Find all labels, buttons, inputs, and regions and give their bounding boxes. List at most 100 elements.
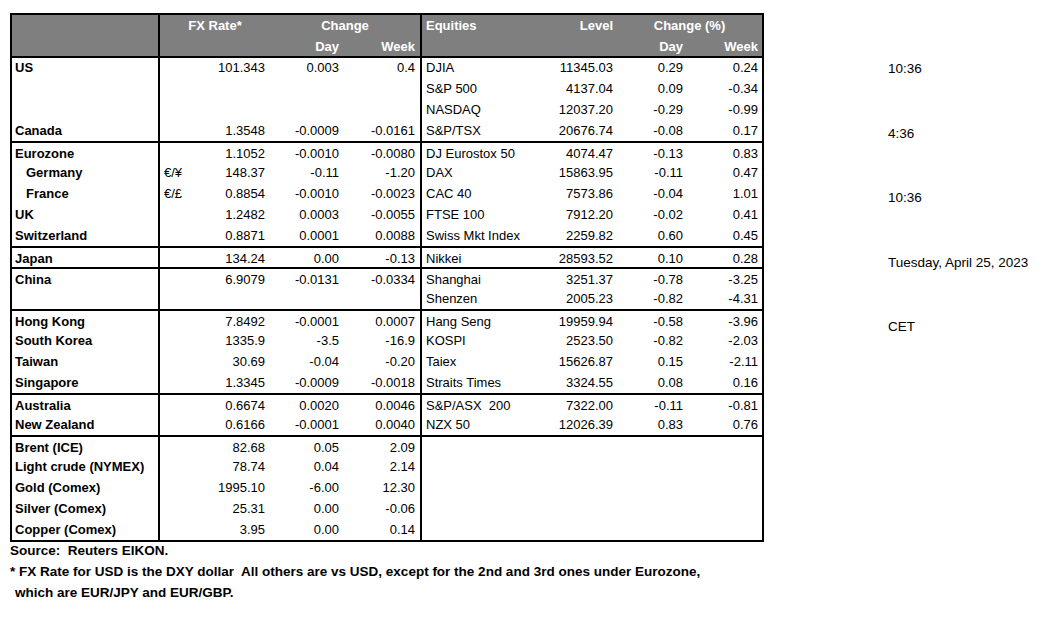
timestamp-block: 10:36 4:36 10:36 Tuesday, April 25, 2023…: [888, 15, 1028, 359]
equity-level-cell: 20676.74: [551, 120, 617, 141]
equities-header: Equities: [422, 15, 551, 37]
timezone-label: CET: [888, 316, 1028, 338]
fx-rate-cell: 0.8871: [192, 225, 270, 246]
fx-day-cell: 0.0003: [270, 204, 344, 225]
pair-cell: [160, 141, 192, 162]
header-corner-cell: [12, 15, 160, 37]
country-cell: Copper (Comex): [12, 519, 160, 540]
country-cell: China: [12, 267, 160, 288]
country-cell: Canada: [12, 120, 160, 141]
equity-name-cell: Shanghai: [422, 267, 551, 288]
equity-day-cell: -0.02: [617, 204, 687, 225]
pair-cell: [160, 330, 192, 351]
country-cell: Gold (Comex): [12, 477, 160, 498]
fx-rate-header: FX Rate*: [160, 15, 270, 37]
fx-day-header: Day: [270, 36, 344, 58]
fx-day-cell: [270, 288, 344, 309]
fx-day-cell: 0.00: [270, 498, 344, 519]
pair-cell: [160, 519, 192, 540]
equity-day-cell: -0.08: [617, 120, 687, 141]
pair-cell: [160, 456, 192, 477]
country-cell: Eurozone: [12, 141, 160, 162]
fx-day-cell: -0.0009: [270, 120, 344, 141]
header-empty-cell: [551, 36, 617, 58]
fx-rate-cell: 0.6166: [192, 414, 270, 435]
equity-week-cell: 0.28: [687, 246, 762, 267]
header-empty-cell: [12, 36, 160, 58]
fx-day-cell: -0.0001: [270, 414, 344, 435]
equity-name-cell: DJ Eurostox 50: [422, 141, 551, 162]
fx-week-cell: -0.0018: [344, 372, 422, 393]
equity-week-cell: 0.24: [687, 57, 762, 78]
pair-cell: [160, 393, 192, 414]
equity-day-cell: 0.83: [617, 414, 687, 435]
fx-day-cell: -0.0009: [270, 372, 344, 393]
equity-name-cell: Nikkei: [422, 246, 551, 267]
equity-day-cell: 0.08: [617, 372, 687, 393]
equity-name-cell: Swiss Mkt Index: [422, 225, 551, 246]
fx-week-cell: -0.13: [344, 246, 422, 267]
equity-week-cell: 0.47: [687, 162, 762, 183]
fx-rate-cell: 3.95: [192, 519, 270, 540]
equity-name-cell: S&P/TSX: [422, 120, 551, 141]
equity-day-cell: 0.15: [617, 351, 687, 372]
country-cell: Silver (Comex): [12, 498, 160, 519]
equity-change-pct-header: Change (%): [617, 15, 762, 37]
pair-cell: [160, 267, 192, 288]
fx-rate-cell: 7.8492: [192, 309, 270, 330]
equity-level-cell: 7912.20: [551, 204, 617, 225]
country-cell: Singapore: [12, 372, 160, 393]
pair-cell: [160, 414, 192, 435]
equity-level-cell: [551, 456, 617, 477]
country-cell: Japan: [12, 246, 160, 267]
equity-level-cell: 28593.52: [551, 246, 617, 267]
equity-day-cell: [617, 477, 687, 498]
date-label: Tuesday, April 25, 2023: [888, 252, 1028, 274]
fx-day-cell: -0.0010: [270, 141, 344, 162]
equity-week-cell: [687, 477, 762, 498]
equity-level-cell: 19959.94: [551, 309, 617, 330]
fx-week-cell: [344, 99, 422, 120]
fx-rate-cell: 1335.9: [192, 330, 270, 351]
equity-day-cell: -0.11: [617, 162, 687, 183]
fx-week-cell: -0.0334: [344, 267, 422, 288]
pair-cell: [160, 225, 192, 246]
source-note: Source: Reuters EIKON.: [10, 543, 168, 558]
equity-level-cell: 11345.03: [551, 57, 617, 78]
equity-day-cell: [617, 456, 687, 477]
equity-level-cell: 4074.47: [551, 141, 617, 162]
fx-day-cell: -6.00: [270, 477, 344, 498]
pair-cell: [160, 204, 192, 225]
fx-rate-cell: 134.24: [192, 246, 270, 267]
country-cell: US: [12, 57, 160, 78]
fx-week-cell: -1.20: [344, 162, 422, 183]
equity-level-cell: 7322.00: [551, 393, 617, 414]
equity-week-cell: -4.31: [687, 288, 762, 309]
equity-level-cell: 2259.82: [551, 225, 617, 246]
equity-name-cell: Hang Seng: [422, 309, 551, 330]
equity-name-cell: [422, 519, 551, 540]
equity-level-cell: [551, 435, 617, 456]
fx-week-cell: [344, 288, 422, 309]
equity-week-cell: 0.76: [687, 414, 762, 435]
pair-cell: [160, 78, 192, 99]
fx-week-cell: -0.0080: [344, 141, 422, 162]
equity-level-cell: 15626.87: [551, 351, 617, 372]
equity-day-cell: -0.11: [617, 393, 687, 414]
equity-name-cell: NZX 50: [422, 414, 551, 435]
pair-cell: [160, 351, 192, 372]
country-cell: UK: [12, 204, 160, 225]
fx-week-cell: 0.0088: [344, 225, 422, 246]
fx-day-cell: -0.11: [270, 162, 344, 183]
pair-cell: [160, 120, 192, 141]
equity-day-cell: -0.82: [617, 330, 687, 351]
fx-rate-cell: 78.74: [192, 456, 270, 477]
country-cell: Australia: [12, 393, 160, 414]
equity-day-cell: 0.60: [617, 225, 687, 246]
fx-week-cell: -0.06: [344, 498, 422, 519]
fx-day-cell: -0.04: [270, 351, 344, 372]
equity-week-cell: [687, 519, 762, 540]
equity-week-cell: -0.99: [687, 99, 762, 120]
fx-rate-cell: [192, 288, 270, 309]
equity-week-cell: 0.41: [687, 204, 762, 225]
